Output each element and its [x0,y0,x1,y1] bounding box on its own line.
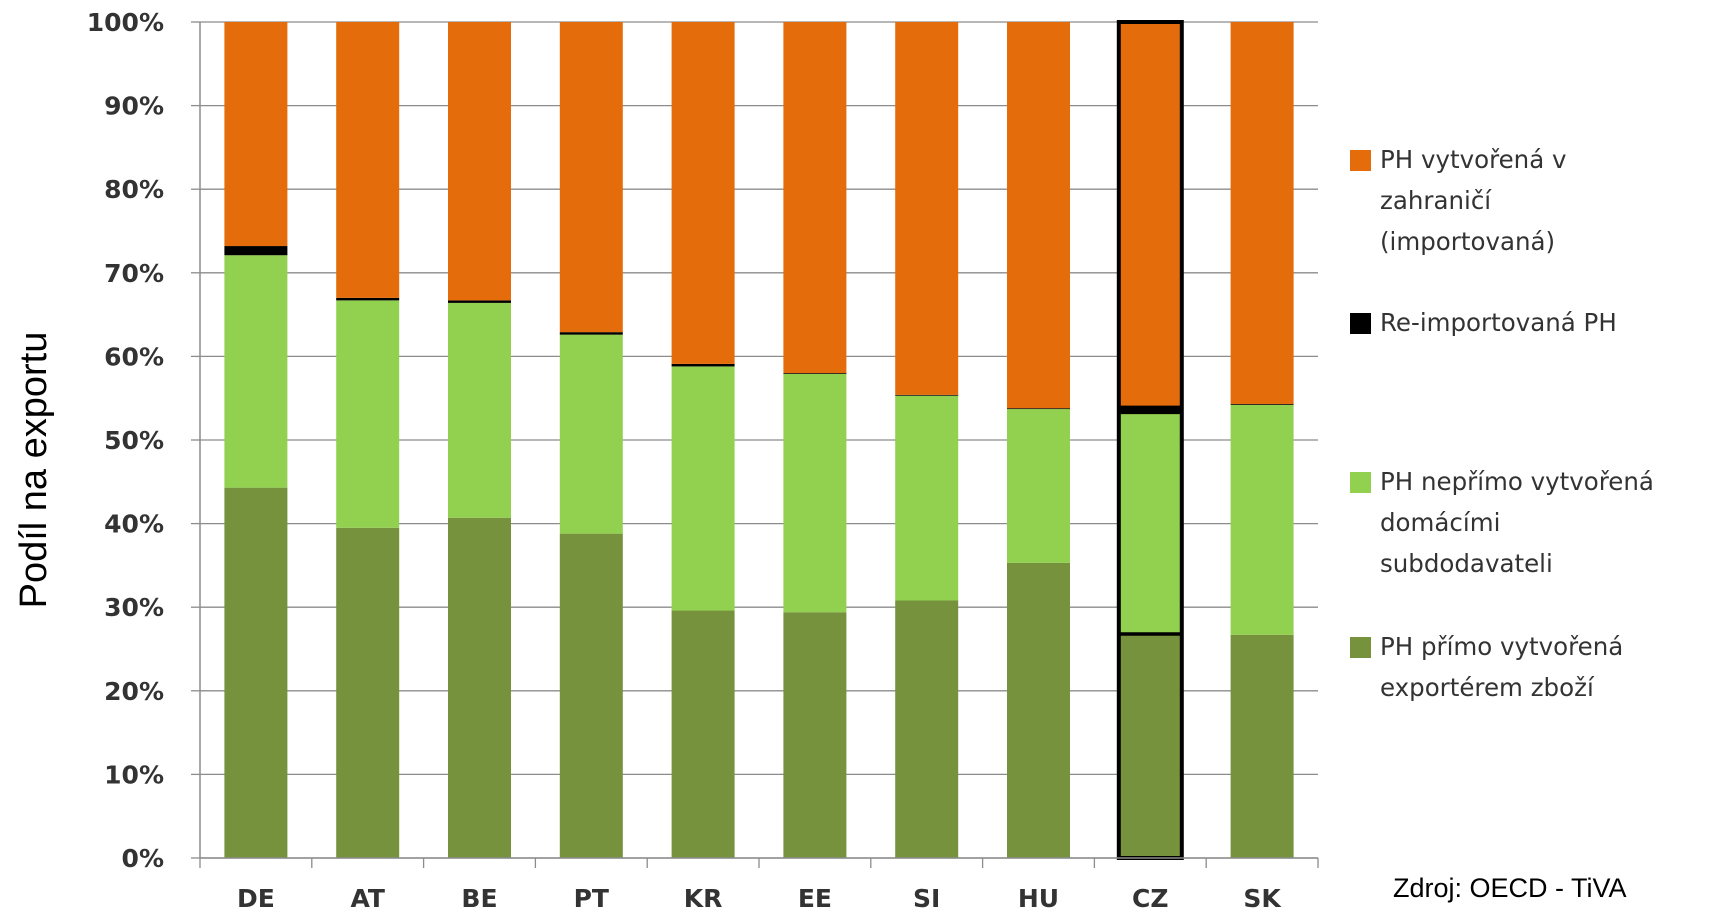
legend-label: PH vytvořená v [1380,145,1567,174]
y-tick-label: 10% [104,760,164,789]
legend-entry: Re-importovaná PH [1350,308,1617,337]
y-tick-label: 30% [104,593,164,622]
legend-label: exportérem zboží [1380,673,1595,702]
y-tick-label: 100% [87,8,164,37]
bar-segment [448,300,511,303]
bar-segment [336,527,400,858]
bar-segment [895,600,959,858]
bar-segment [1118,412,1182,634]
bar-segment [559,22,623,333]
y-tick-labels: 0% 10% 20% 30% 40% 50% 60% 70% 80% 90% 100% [87,8,164,873]
bar-segment [671,22,735,364]
y-tick-label: 70% [104,259,164,288]
legend-label: subdodavateli [1380,549,1553,578]
y-tick-label: 80% [104,175,164,204]
x-tick-label: DE [237,884,275,913]
x-tick-label: CZ [1132,884,1168,913]
x-tick-label: EE [798,884,832,913]
bar-segment [448,22,511,301]
legend-label: zahraničí [1380,186,1492,215]
bar-segment [1007,408,1070,410]
bar-segment [671,610,735,858]
bar-segment [559,332,623,335]
legend-swatch [1350,472,1371,493]
bar-segment [1230,404,1294,405]
source-note: Zdroj: OECD - TiVA [1393,873,1627,903]
bar-segment [895,394,959,396]
bar-segment [336,297,400,301]
bar-segment [895,22,959,395]
bar-segment [224,255,288,488]
bar-segment [448,302,511,518]
legend-label: domácími [1380,508,1500,537]
bars [224,20,1294,860]
bar-segment [1230,404,1294,635]
legend-swatch [1350,150,1371,171]
y-axis-label: Podíl na exportu [13,332,55,609]
y-tick-label: 60% [104,342,164,371]
bar-segment [1007,409,1070,563]
bar-segment [1230,22,1294,405]
x-tick-label: KR [684,884,723,913]
bar-segment [1007,22,1070,409]
x-tick-label: SK [1243,884,1282,913]
bar-segment [1230,634,1294,858]
legend-entry: PH nepřímo vytvořená domácími subdodavatel… [1350,467,1654,578]
bar-segment [671,366,735,611]
legend-label: PH přímo vytvořená [1380,632,1623,661]
bar-segment [783,22,847,374]
bar-segment [224,487,288,858]
legend: PH vytvořená v zahraničí (importovaná) Re-i… [1350,145,1654,702]
bar-segment [671,363,735,367]
bar-segment [559,533,623,858]
bar-segment [783,373,847,613]
x-tick-labels: DE AT BE PT KR EE SI HU CZ SK [237,884,1282,913]
bar-segment [448,517,511,858]
bar-segment [783,612,847,858]
legend-entry: PH vytvořená v zahraničí (importovaná) [1350,145,1567,256]
legend-swatch [1350,313,1371,334]
x-tick-label: SI [913,884,940,913]
y-tick-label: 20% [104,677,164,706]
axes [199,22,1319,868]
bar-segment [224,22,288,247]
legend-label: PH nepřímo vytvořená [1380,467,1654,496]
x-tick-label: HU [1018,884,1059,913]
y-tick-label: 40% [104,510,164,539]
y-tick-label: 50% [104,426,164,455]
legend-label: (importovaná) [1380,227,1555,256]
bar-segment [559,334,623,534]
x-tick-label: AT [350,884,384,913]
bar-segment [895,395,959,601]
bar-segment [224,246,288,256]
y-tick-label: 0% [122,844,164,873]
bar-segment [336,300,400,528]
bar-segment [1118,633,1182,858]
x-tick-label: PT [574,884,609,913]
bar-segment [1118,407,1182,413]
legend-swatch [1350,637,1371,658]
y-tick-label: 90% [104,92,164,121]
x-tick-label: BE [461,884,497,913]
legend-label: Re-importovaná PH [1380,308,1617,337]
bar-segment [336,22,400,298]
bar-segment [1118,22,1182,408]
bar-segment [1007,562,1070,858]
legend-entry: PH přímo vytvořená exportérem zboží [1350,632,1623,702]
bar-segment [783,373,847,374]
